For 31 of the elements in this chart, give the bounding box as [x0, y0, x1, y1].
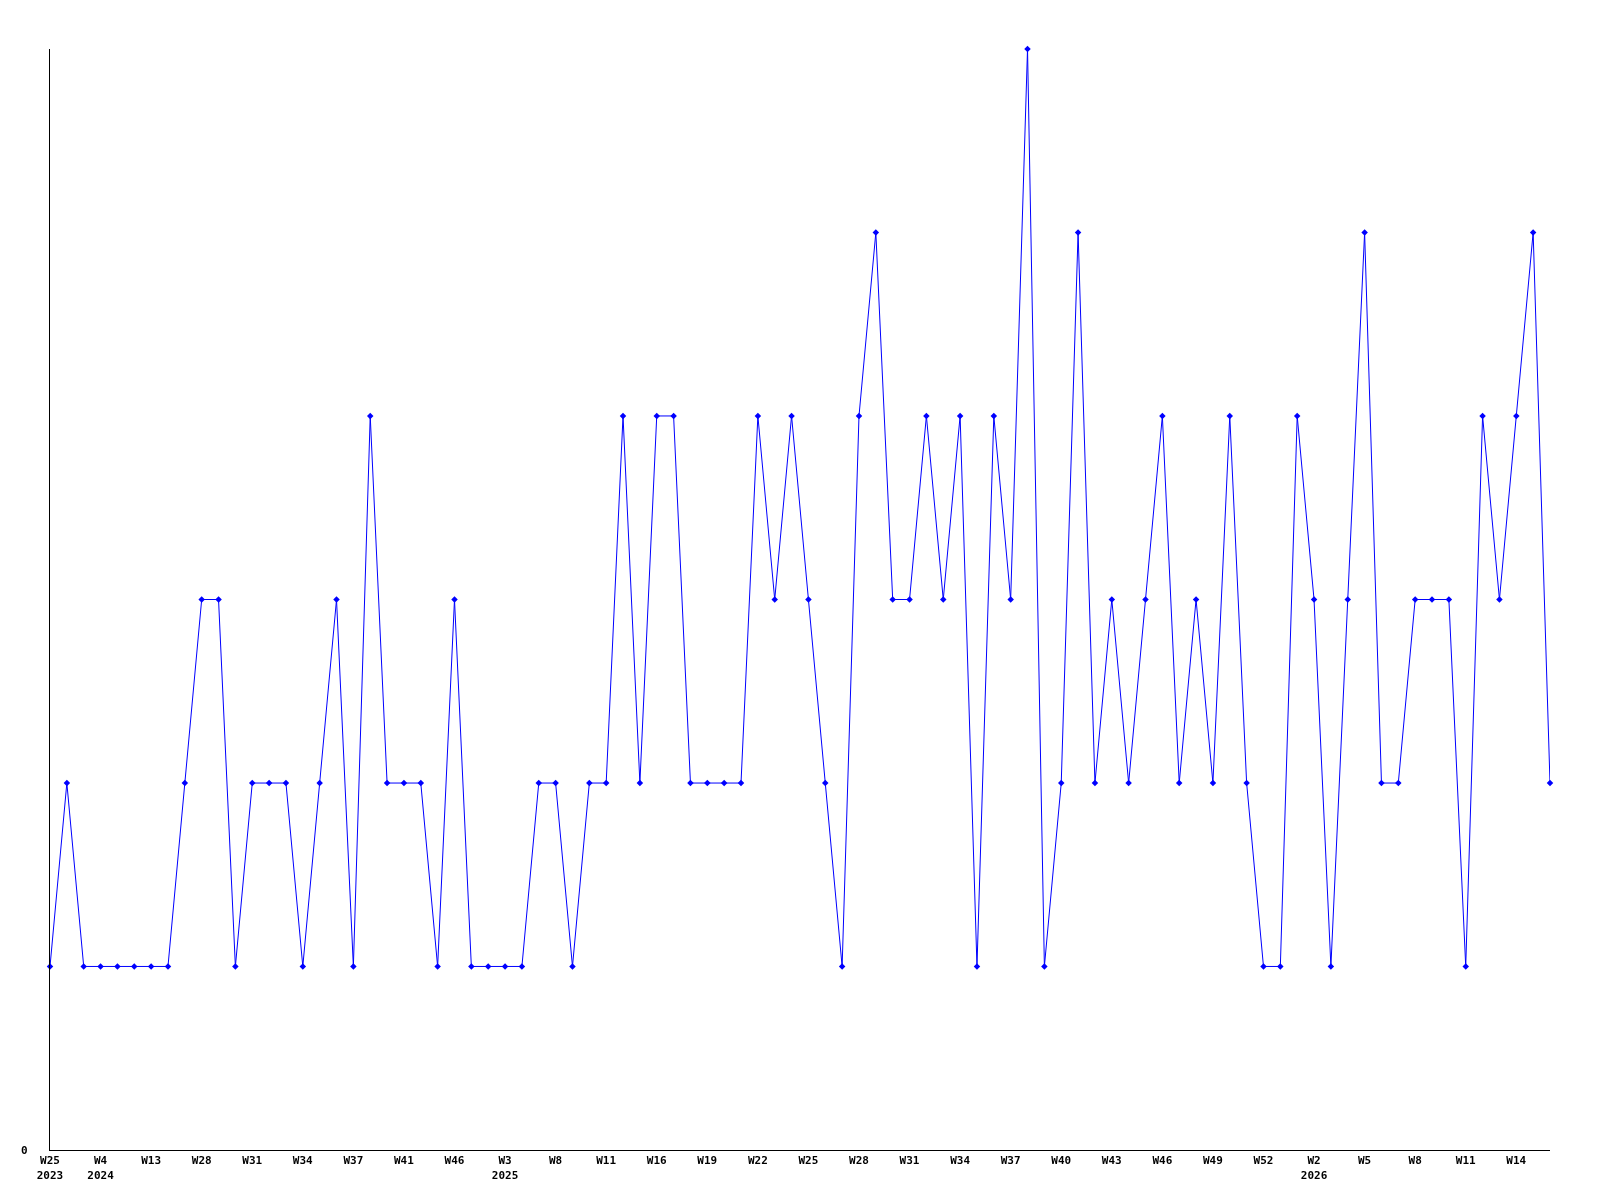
x-tick-label: W11	[596, 1154, 617, 1168]
x-tick-label: W22	[747, 1154, 768, 1168]
x-tick-label: W28	[191, 1154, 212, 1168]
x-tick-label: W41	[393, 1154, 415, 1168]
x-tick-label: W4 2024	[87, 1154, 115, 1182]
x-tick-label: W13	[141, 1154, 162, 1168]
x-tick-label: W46	[1152, 1154, 1173, 1168]
x-tick-label: W34	[950, 1154, 971, 1168]
x-tick-label: W40	[1051, 1154, 1072, 1168]
x-tick-label: W52	[1253, 1154, 1274, 1168]
x-tick-label: W11	[1455, 1154, 1477, 1168]
x-tick-label: W31	[899, 1154, 920, 1168]
x-tick-label: W8	[1408, 1154, 1422, 1168]
x-tick-label: W31	[242, 1154, 263, 1168]
x-tick-label: W43	[1101, 1154, 1122, 1168]
x-tick-label: W25 2023	[36, 1154, 64, 1182]
x-tick-label: W34	[292, 1154, 314, 1168]
x-tick-label: W2 2026	[1300, 1154, 1328, 1182]
x-tick-label: W16	[646, 1154, 668, 1168]
x-tick-label: W37	[343, 1154, 364, 1168]
x-tick-label: W46	[444, 1154, 465, 1168]
x-tick-label: W19	[697, 1154, 718, 1168]
x-tick-label: W49	[1202, 1154, 1223, 1168]
x-tick-label: W37	[1000, 1154, 1021, 1168]
text: 0	[21, 1144, 28, 1157]
x-tick-label: W5	[1357, 1154, 1372, 1168]
x-tick-label: W8	[548, 1154, 563, 1168]
x-tick-label: W28	[849, 1154, 869, 1168]
x-tick-label: W14	[1506, 1154, 1527, 1168]
x-tick-label: W25	[798, 1154, 819, 1168]
x-tick-label: W3 2025	[491, 1154, 519, 1182]
